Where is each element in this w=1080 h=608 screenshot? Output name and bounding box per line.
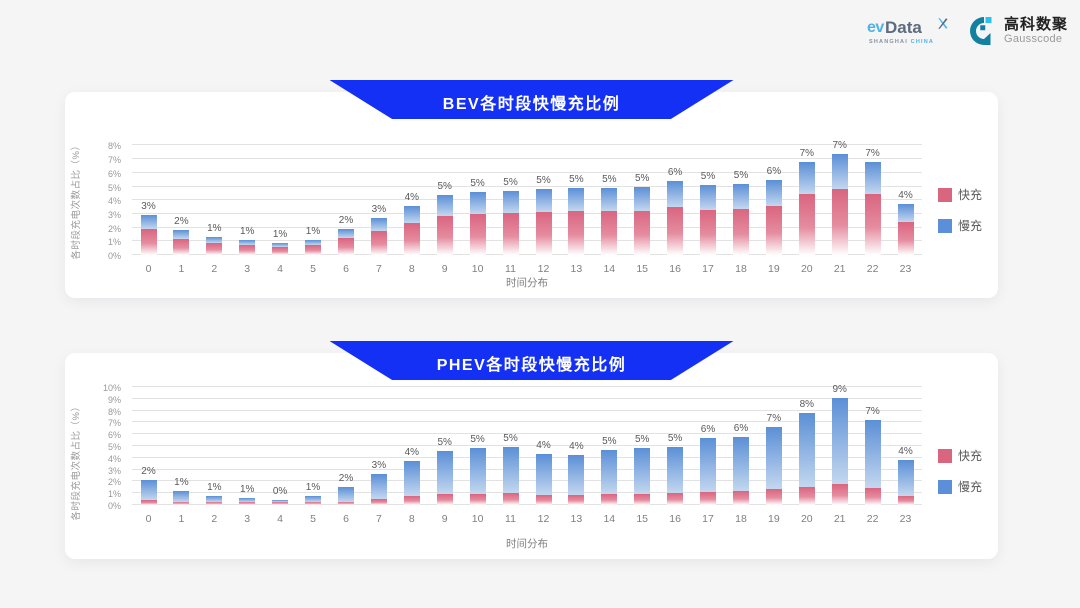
svg-text:Data: Data <box>885 18 922 37</box>
svg-text:ev: ev <box>867 19 884 36</box>
